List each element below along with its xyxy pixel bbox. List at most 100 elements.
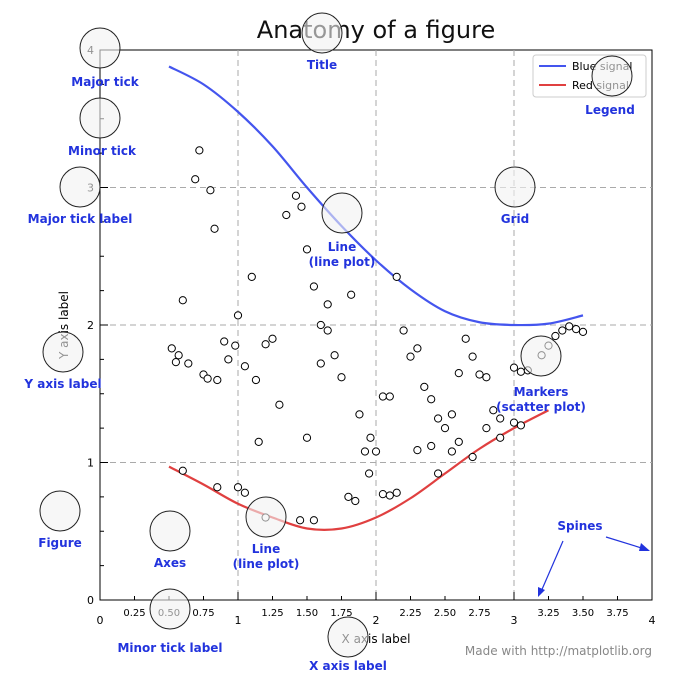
circle-title — [301, 12, 343, 54]
annotation-circles — [39, 12, 633, 658]
scatter-point — [309, 282, 318, 291]
scatter-point — [468, 452, 477, 462]
scatter-point — [296, 516, 305, 525]
scatter-point — [378, 392, 387, 401]
scatter-point — [406, 352, 415, 361]
scatter-point — [360, 447, 370, 456]
scatter-point — [578, 327, 588, 336]
ann-line-2b: (line plot) — [233, 557, 300, 571]
circle-minor-tick-label — [149, 588, 191, 630]
scatter-point — [261, 340, 270, 349]
scatter-point — [392, 272, 401, 281]
scatter-point — [337, 373, 346, 382]
scatter-point — [323, 300, 332, 309]
annotation-labels: Title Major tick Minor tick Major tick l… — [23, 58, 634, 673]
scatter-point — [420, 382, 429, 391]
circle-major-tick-label — [59, 166, 101, 208]
scatter-point — [516, 367, 526, 376]
circle-x-axis-label — [327, 616, 369, 658]
scatter-point — [399, 326, 408, 335]
scatter-point — [268, 334, 277, 343]
scatter-point — [347, 290, 356, 299]
scatter-point — [184, 359, 193, 368]
scatter-point — [213, 483, 222, 492]
ann-minor-tick: Minor tick — [68, 144, 137, 158]
circle-line-2 — [245, 496, 287, 538]
scatter-point — [461, 334, 470, 343]
scatter-point — [191, 175, 200, 184]
scatter-point — [240, 488, 249, 497]
ann-grid: Grid — [501, 212, 529, 226]
scatter-point — [302, 245, 312, 254]
x-minor-tick-label: 1.25 — [261, 608, 283, 619]
scatter-point — [240, 362, 249, 371]
x-minor-tick-label: 2.75 — [468, 608, 490, 619]
scatter-point — [355, 410, 364, 419]
scatter-point — [247, 272, 256, 281]
scatter-point — [454, 437, 463, 446]
scatter-point — [351, 496, 360, 506]
circle-minor-tick — [79, 97, 121, 139]
x-major-tick-label: 1 — [235, 614, 242, 627]
scatter-point — [482, 373, 491, 382]
scatter-point — [366, 433, 375, 442]
x-minor-tick-label: 3.25 — [537, 608, 559, 619]
spines-arrows — [538, 536, 650, 597]
x-minor-tick-label: 0.25 — [123, 608, 145, 619]
scatter-point — [468, 352, 477, 361]
x-minor-tick-label: 0.75 — [192, 608, 214, 619]
scatter-point — [447, 410, 456, 419]
circle-axes — [149, 510, 191, 552]
x-minor-tick-label: 2.25 — [399, 608, 421, 619]
scatter-point — [385, 392, 394, 401]
circle-major-tick — [79, 27, 121, 69]
ann-line-1b: (line plot) — [309, 255, 376, 269]
scatter-point — [434, 414, 443, 423]
scatter-point — [254, 437, 263, 446]
scatter-point — [213, 375, 222, 385]
scatter-point — [509, 418, 519, 427]
scatter-point — [434, 469, 443, 478]
scatter-point — [291, 191, 301, 200]
scatter-point — [309, 516, 318, 525]
scatter-point — [302, 433, 312, 442]
circle-y-axis-label — [42, 331, 84, 373]
scatter-point — [174, 351, 183, 360]
y-major-tick-label: 2 — [87, 319, 94, 332]
scatter-point — [413, 344, 422, 353]
scatter-point — [330, 351, 339, 360]
scatter-point — [203, 374, 212, 383]
scatter-point — [231, 341, 240, 350]
scatter-point — [475, 370, 484, 379]
scatter-point — [427, 395, 436, 404]
scatter-point — [413, 446, 422, 455]
scatter-point — [206, 186, 215, 195]
x-major-tick-label: 4 — [649, 614, 656, 627]
scatter-point — [233, 483, 243, 492]
ann-axes: Axes — [154, 556, 186, 570]
ann-major-tick-label: Major tick label — [28, 212, 133, 226]
scatter-point — [195, 146, 204, 155]
y-major-tick-label: 1 — [87, 457, 94, 470]
circle-figure — [39, 490, 81, 532]
series-line-0 — [168, 65, 584, 327]
y-major-tick-label: 0 — [87, 594, 94, 607]
series-layer — [168, 65, 584, 531]
scatter-point — [371, 447, 381, 456]
ann-legend: Legend — [585, 103, 635, 117]
tick-labels: 012340.250.500.751.251.501.752.252.502.7… — [87, 44, 656, 627]
scatter-point — [440, 424, 450, 433]
credit-text: Made with http://matplotlib.org — [465, 644, 652, 658]
scatter-point — [565, 322, 574, 331]
scatter-point — [316, 320, 325, 330]
circle-legend — [591, 55, 633, 97]
ann-markers-a: Markers — [514, 385, 569, 399]
ann-major-tick: Major tick — [71, 75, 139, 89]
x-minor-tick-label: 2.50 — [434, 608, 456, 619]
scatter-point — [516, 421, 526, 430]
ann-figure: Figure — [38, 536, 82, 550]
ann-y-axis-label: Y axis label — [23, 377, 101, 391]
spines-arrowhead-right — [639, 543, 650, 551]
x-minor-tick-label: 1.75 — [330, 608, 352, 619]
